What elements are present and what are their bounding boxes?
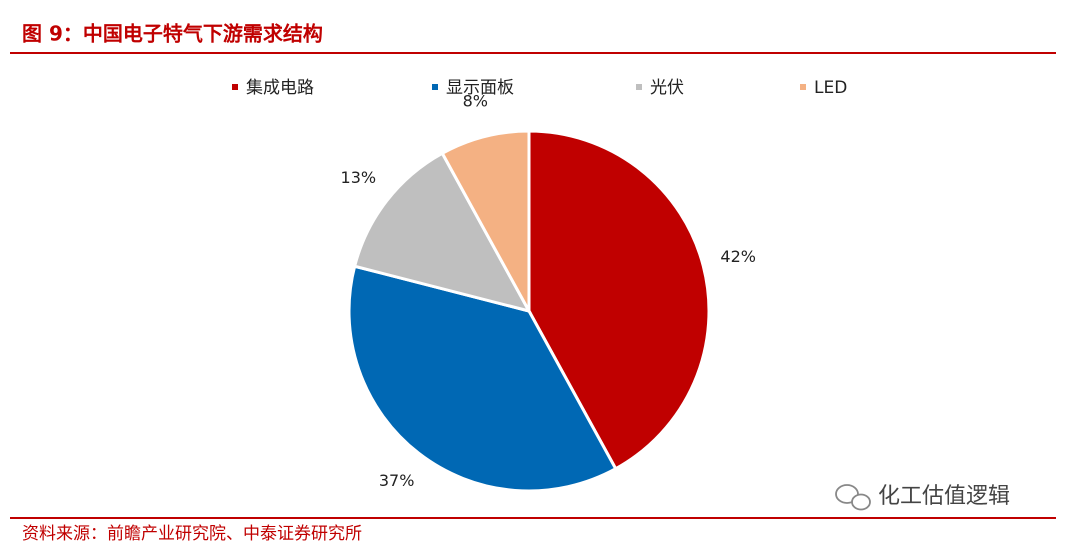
data-label: 8% bbox=[463, 91, 488, 110]
data-label: 13% bbox=[341, 168, 377, 187]
source: 资料来源：前瞻产业研究院、中泰证券研究所 bbox=[22, 524, 362, 544]
legend-label: 显示面板 bbox=[446, 78, 514, 98]
legend: 集成电路 显示面板 光伏 LED bbox=[232, 78, 847, 98]
legend-label: 集成电路 bbox=[246, 78, 314, 98]
legend-swatch bbox=[432, 84, 438, 90]
watermark: 化工估值逻辑 bbox=[878, 484, 1010, 509]
pie-slice bbox=[352, 151, 532, 314]
data-label: 42% bbox=[720, 247, 756, 266]
pie: 42% 37% 13% 8% bbox=[341, 91, 756, 493]
watermark-icon bbox=[835, 484, 871, 511]
legend-swatch bbox=[636, 84, 642, 90]
legend-swatch bbox=[232, 84, 238, 90]
pie-slice bbox=[527, 129, 711, 471]
pie-slice bbox=[347, 264, 618, 493]
legend-label: LED bbox=[814, 78, 847, 98]
chart-title: 图 9：中国电子特气下游需求结构 bbox=[22, 22, 323, 46]
legend-label: 光伏 bbox=[650, 78, 684, 98]
pie-slice bbox=[440, 129, 531, 312]
data-label: 37% bbox=[379, 471, 415, 490]
legend-swatch bbox=[800, 84, 806, 90]
